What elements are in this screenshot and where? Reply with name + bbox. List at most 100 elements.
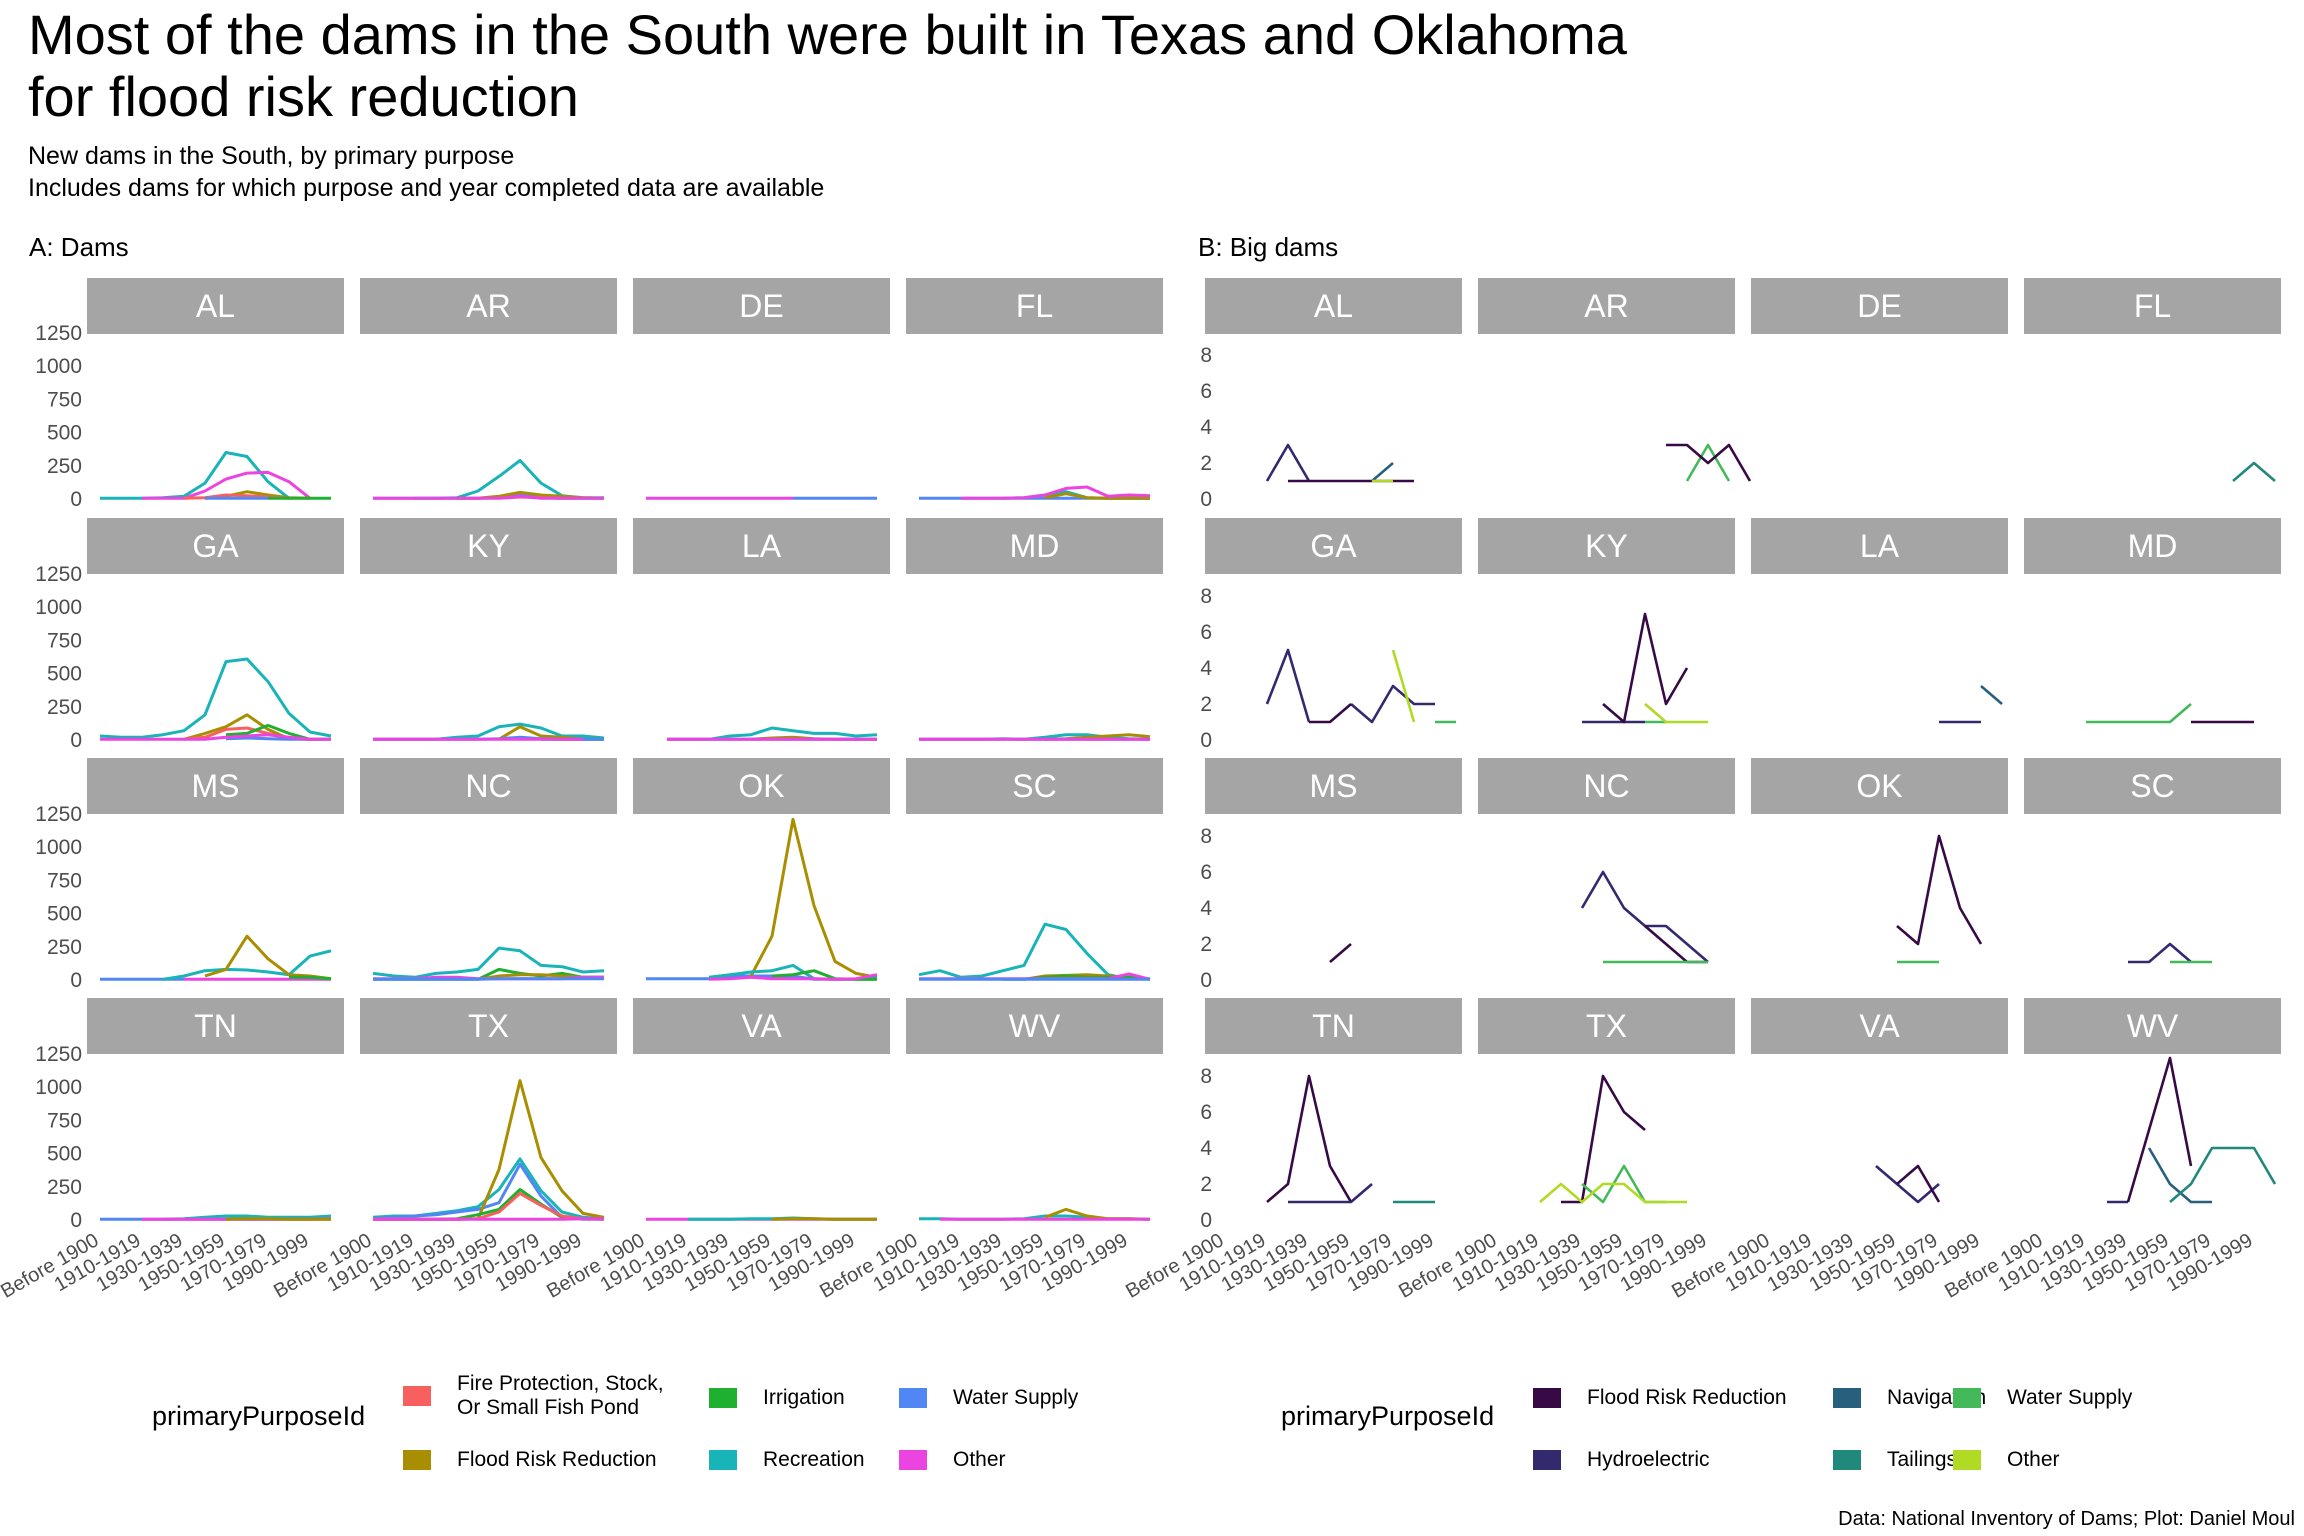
facet-label: NC <box>1583 768 1629 804</box>
legend-item-recreation: Recreation <box>709 1448 865 1472</box>
facet-strip-b-sc <box>2024 758 2281 814</box>
facet-strip-a-wv <box>906 998 1163 1054</box>
chart-title-line-2: for flood risk reduction <box>28 65 579 128</box>
legend-swatch <box>403 1450 431 1470</box>
legend-item-tailings: Tailings <box>1833 1448 1957 1472</box>
facet-strip-a-ms <box>87 758 344 814</box>
series-line-hydro <box>1580 870 1709 963</box>
facet-strip-a-la <box>633 518 890 574</box>
series-line-recreation <box>415 459 604 500</box>
chart-title-line-1: Most of the dams in the South were built… <box>28 3 1627 66</box>
panel-a-label: A: Dams <box>29 232 129 262</box>
series-line-navigation <box>1980 685 2003 705</box>
facet-label: LA <box>1860 528 1900 564</box>
facet-label: WV <box>2127 1008 2179 1044</box>
facet-strip-b-nc <box>1478 758 1735 814</box>
facet-label: TX <box>1586 1008 1627 1044</box>
y-tick-label: 0 <box>70 488 82 511</box>
y-tick-label: 4 <box>1200 657 1212 680</box>
legend-swatch <box>1533 1450 1561 1470</box>
facet-label: WV <box>1009 1008 1061 1044</box>
legend-swatch <box>709 1388 737 1408</box>
y-tick-label: 4 <box>1200 897 1212 920</box>
y-tick-label: 4 <box>1200 1137 1212 1160</box>
series-line-navigation <box>1371 462 1394 482</box>
legend-item-irrigation: Irrigation <box>709 1386 845 1410</box>
series-line-flood <box>1266 1074 1353 1203</box>
facet-label: KY <box>467 528 510 564</box>
y-tick-label: 750 <box>47 869 82 892</box>
facet-strip-b-ar <box>1478 278 1735 334</box>
facet-strip-b-la <box>1751 518 2008 574</box>
facet-label: MD <box>1010 528 1060 564</box>
facet-label: AL <box>196 288 235 324</box>
y-tick-label: 250 <box>47 1176 82 1199</box>
legend-a-title: primaryPurposeId <box>152 1401 366 1431</box>
y-tick-label: 500 <box>47 903 82 926</box>
facet-strip-a-tx <box>360 998 617 1054</box>
legend-label: Tailings <box>1887 1448 1958 1471</box>
facet-strip-b-ok <box>1751 758 2008 814</box>
series-line-flood <box>1309 703 1352 724</box>
series-line-hydro <box>2128 942 2192 964</box>
legend-swatch <box>1953 1388 1981 1408</box>
facet-label: AR <box>1584 288 1628 324</box>
series-line-hydro <box>1875 1165 1940 1204</box>
y-tick-label: 750 <box>47 388 82 411</box>
subtitle-line-2: Includes dams for which purpose and year… <box>28 174 825 202</box>
y-tick-label: 2 <box>1200 693 1212 716</box>
legend-swatch <box>1833 1450 1861 1470</box>
series-line-flood <box>1896 834 1983 946</box>
y-tick-label: 1250 <box>35 803 82 826</box>
y-tick-label: 1000 <box>35 355 82 378</box>
facet-strip-b-va <box>1751 998 2008 1054</box>
facet-label: GA <box>1310 528 1357 564</box>
y-tick-label: 250 <box>47 936 82 959</box>
facet-strip-a-va <box>633 998 890 1054</box>
legend-label: Fire Protection, Stock, Or Small Fish Pon… <box>457 1372 664 1419</box>
y-tick-label: 750 <box>47 629 82 652</box>
series-line-water <box>2086 703 2192 724</box>
legend-swatch <box>403 1386 431 1406</box>
legend-swatch <box>1953 1450 1981 1470</box>
y-tick-label: 2 <box>1200 1173 1212 1196</box>
legend-swatch <box>899 1388 927 1408</box>
y-tick-label: 0 <box>1200 969 1212 992</box>
series-line-tailings <box>2232 461 2276 482</box>
facet-label: TN <box>194 1008 237 1044</box>
legend-label: Flood Risk Reduction <box>457 1448 657 1471</box>
series-line-other <box>961 485 1151 500</box>
series-line-tailings <box>2169 1146 2277 1203</box>
facet-label: GA <box>192 528 239 564</box>
facet-strip-a-al <box>87 278 344 334</box>
series-line-recreation <box>99 657 332 739</box>
y-tick-label: 6 <box>1200 1101 1212 1124</box>
legend-item-fire: Fire Protection, Stock, Or Small Fish Pon… <box>403 1372 664 1420</box>
chart-caption: Data: National Inventory of Dams; Plot: … <box>1838 1508 2295 1530</box>
facet-label: NC <box>465 768 511 804</box>
facet-label: VA <box>1859 1008 1900 1044</box>
series-line-flood <box>1602 612 1689 724</box>
facet-label: MS <box>1310 768 1358 804</box>
legend-item-water: Water Supply <box>899 1386 1078 1410</box>
facet-strip-a-ga <box>87 518 344 574</box>
legend-label: Flood Risk Reduction <box>1587 1386 1787 1409</box>
legend-label: Water Supply <box>953 1386 1079 1409</box>
series-line-flood <box>749 817 878 979</box>
series-line-other <box>1391 649 1416 723</box>
y-tick-label: 0 <box>1200 488 1212 511</box>
y-tick-label: 0 <box>70 1209 82 1232</box>
y-tick-label: 2 <box>1200 933 1212 956</box>
y-tick-label: 0 <box>1200 729 1212 752</box>
facet-label: OK <box>1856 768 1902 804</box>
series-line-flood <box>225 1217 331 1221</box>
y-tick-label: 1000 <box>35 836 82 859</box>
facet-strip-a-ar <box>360 278 617 334</box>
panel-b-label: B: Big dams <box>1198 232 1339 262</box>
y-tick-label: 6 <box>1200 621 1212 644</box>
facet-label: LA <box>742 528 782 564</box>
legend-swatch <box>709 1450 737 1470</box>
facet-label: AR <box>466 288 510 324</box>
y-tick-label: 0 <box>70 969 82 992</box>
